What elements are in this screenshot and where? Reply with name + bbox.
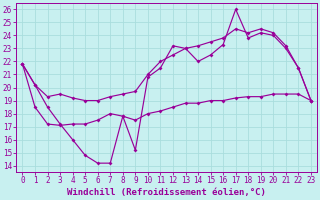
X-axis label: Windchill (Refroidissement éolien,°C): Windchill (Refroidissement éolien,°C) <box>67 188 266 197</box>
